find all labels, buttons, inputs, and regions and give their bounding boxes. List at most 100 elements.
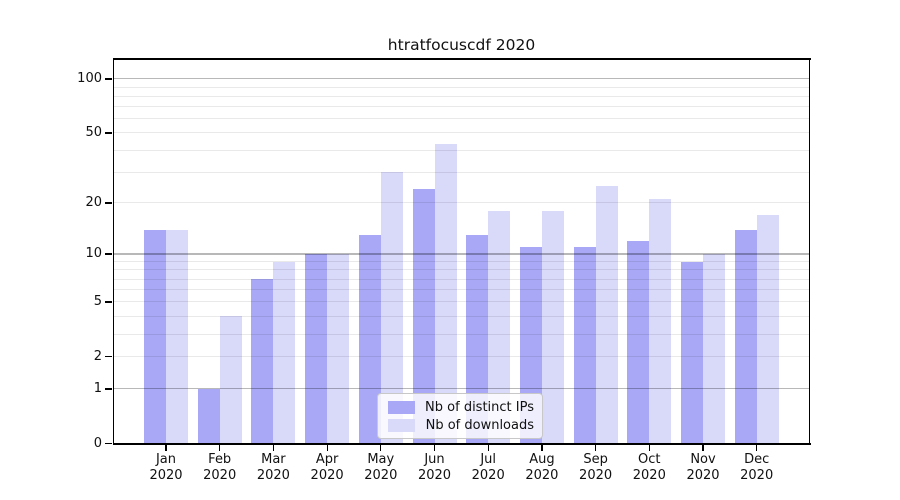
legend-item-distinct-ips: Nb of distinct IPs: [388, 399, 534, 415]
legend: Nb of distinct IPs Nb of downloads: [377, 393, 543, 439]
y-tick-mark: [105, 443, 112, 445]
major-gridline: [114, 388, 809, 390]
bar-downloads: [595, 186, 618, 445]
major-gridline: [114, 78, 809, 80]
x-tick-label: Dec 2020: [725, 452, 789, 483]
minor-gridline: [114, 171, 809, 173]
x-tick-month: Jan: [155, 452, 177, 467]
x-tick-mark: [756, 445, 758, 451]
minor-gridline: [114, 315, 809, 317]
bar-distinct-ips: [573, 247, 596, 445]
bar-downloads: [756, 215, 779, 445]
top-axis-spine: [112, 58, 811, 60]
minor-gridline: [114, 289, 809, 291]
minor-gridline: [114, 118, 809, 120]
bar-distinct-ips: [197, 388, 220, 445]
x-tick-month: Nov: [690, 452, 716, 467]
minor-gridline: [114, 132, 809, 134]
y-tick-label: 100: [77, 70, 102, 86]
x-tick-label: Apr 2020: [295, 452, 359, 483]
bar-downloads: [541, 210, 564, 445]
x-tick-year: 2020: [525, 467, 559, 483]
x-tick-mark: [541, 445, 543, 451]
x-tick-mark: [595, 445, 597, 451]
x-tick-month: Aug: [529, 452, 555, 467]
bar-downloads: [327, 254, 350, 445]
bar-downloads: [219, 316, 242, 445]
bar-distinct-ips: [251, 279, 274, 445]
x-tick-year: 2020: [579, 467, 613, 483]
y-tick-label: 1: [93, 380, 102, 396]
x-tick-label: Jul 2020: [456, 452, 520, 483]
legend-swatch-downloads: [388, 418, 415, 432]
x-tick-year: 2020: [686, 467, 720, 483]
x-tick-label: Oct 2020: [617, 452, 681, 483]
y-tick-mark: [105, 132, 112, 134]
minor-gridline: [114, 95, 809, 97]
minor-gridline: [114, 269, 809, 271]
x-tick-mark: [326, 445, 328, 451]
x-tick-label: Feb 2020: [188, 452, 252, 483]
x-tick-label: Mar 2020: [241, 452, 305, 483]
x-tick-mark: [380, 445, 382, 451]
minor-gridline: [114, 149, 809, 151]
y-tick-label: 5: [93, 293, 102, 309]
x-tick-month: Jun: [424, 452, 445, 467]
y-tick-label: 10: [85, 246, 102, 262]
legend-item-downloads: Nb of downloads: [388, 417, 534, 433]
bar-distinct-ips: [627, 240, 650, 445]
bar-downloads: [703, 254, 725, 445]
x-tick-mark: [702, 445, 704, 451]
bottom-axis-spine: [112, 443, 811, 445]
bar-downloads: [649, 199, 672, 445]
bar-downloads: [166, 229, 188, 445]
y-tick-label: 50: [85, 124, 102, 140]
y-tick-mark: [105, 301, 112, 303]
minor-gridline: [114, 261, 809, 263]
legend-label-downloads: Nb of downloads: [425, 417, 534, 433]
bar-distinct-ips: [412, 189, 435, 445]
x-tick-year: 2020: [471, 467, 505, 483]
x-tick-month: Feb: [208, 452, 232, 467]
left-axis-spine: [112, 58, 115, 445]
x-tick-label: May 2020: [349, 452, 413, 483]
legend-label-distinct-ips: Nb of distinct IPs: [425, 399, 534, 415]
minor-gridline: [114, 333, 809, 335]
x-tick-label: Jan 2020: [134, 452, 198, 483]
x-tick-month: Jul: [480, 452, 497, 467]
bar-distinct-ips: [358, 235, 381, 445]
bar-downloads: [273, 261, 296, 445]
x-tick-mark: [165, 445, 167, 451]
y-tick-label: 20: [85, 194, 102, 210]
bar-downloads: [488, 210, 511, 445]
x-tick-year: 2020: [632, 467, 666, 483]
major-gridline: [114, 253, 809, 255]
x-tick-label: Jun 2020: [403, 452, 467, 483]
minor-gridline: [114, 356, 809, 358]
chart-title: htratfocuscdf 2020: [387, 36, 536, 54]
bar-distinct-ips: [734, 229, 757, 445]
minor-gridline: [114, 278, 809, 280]
x-tick-month: Apr: [315, 452, 339, 467]
x-tick-label: Aug 2020: [510, 452, 574, 483]
bar-distinct-ips: [681, 261, 703, 445]
bar-distinct-ips: [305, 254, 328, 445]
minor-gridline: [114, 106, 809, 108]
x-tick-year: 2020: [149, 467, 183, 483]
x-tick-year: 2020: [740, 467, 774, 483]
x-tick-mark: [648, 445, 650, 451]
x-tick-month: May: [367, 452, 395, 467]
x-tick-label: Sep 2020: [564, 452, 628, 483]
y-tick-mark: [105, 78, 112, 80]
legend-swatch-distinct-ips: [388, 400, 415, 414]
x-tick-year: 2020: [256, 467, 290, 483]
x-tick-year: 2020: [417, 467, 452, 483]
y-tick-mark: [105, 202, 112, 204]
right-axis-spine: [808, 58, 811, 445]
bar-distinct-ips: [144, 229, 166, 445]
y-tick-label: 2: [93, 348, 102, 364]
x-tick-mark: [487, 445, 489, 451]
bar-downloads: [434, 144, 457, 445]
x-tick-year: 2020: [364, 467, 398, 483]
